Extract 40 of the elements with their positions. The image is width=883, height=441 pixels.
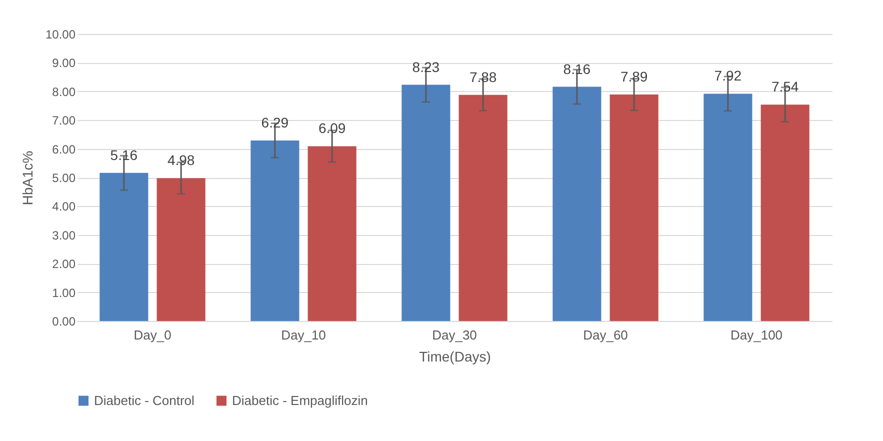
bar — [458, 94, 508, 321]
data-label: 7.88 — [469, 68, 497, 85]
bar — [760, 104, 810, 321]
data-label: 5.16 — [110, 146, 138, 163]
y-tick-label: 4.00 — [52, 200, 76, 214]
data-label: 4.98 — [167, 152, 195, 168]
y-tick-label: 8.00 — [52, 84, 76, 99]
x-tick-label: Day_10 — [281, 328, 326, 342]
bar — [704, 94, 752, 321]
bar — [308, 146, 356, 321]
y-tick-label: 0.00 — [52, 314, 76, 328]
data-label: 7.92 — [714, 68, 742, 84]
x-tick-label: Day_60 — [583, 328, 628, 342]
y-axis-title: HbA1c% — [19, 150, 36, 206]
data-label: 7.54 — [771, 78, 799, 95]
bar — [610, 94, 658, 321]
y-tick-label: 6.00 — [52, 142, 76, 156]
x-tick-label: Day_100 — [730, 328, 783, 342]
y-tick-label: 10.00 — [45, 28, 76, 42]
legend-label: Diabetic - Empagliflozin — [232, 392, 368, 408]
y-tick-label: 1.00 — [52, 286, 76, 300]
bar — [100, 172, 148, 321]
legend-label: Diabetic - Control — [94, 392, 195, 408]
x-axis-title: Time(Days) — [419, 348, 491, 364]
bar — [156, 178, 206, 321]
x-tick-label: Day_0 — [134, 328, 172, 342]
bar — [402, 84, 450, 321]
y-tick-label: 5.00 — [52, 171, 76, 185]
data-label: 6.29 — [261, 114, 289, 130]
bar — [552, 86, 602, 321]
data-label: 7.89 — [620, 68, 648, 85]
data-label: 8.16 — [563, 60, 591, 77]
x-tick-label: Day_30 — [432, 328, 477, 342]
y-tick-label: 3.00 — [52, 228, 76, 242]
data-label: 8.23 — [412, 58, 440, 75]
y-tick-label: 9.00 — [52, 56, 76, 70]
y-tick-label: 2.00 — [52, 257, 76, 272]
data-label: 6.09 — [318, 120, 346, 136]
y-tick-label: 7.00 — [52, 114, 76, 128]
bar — [250, 140, 300, 321]
